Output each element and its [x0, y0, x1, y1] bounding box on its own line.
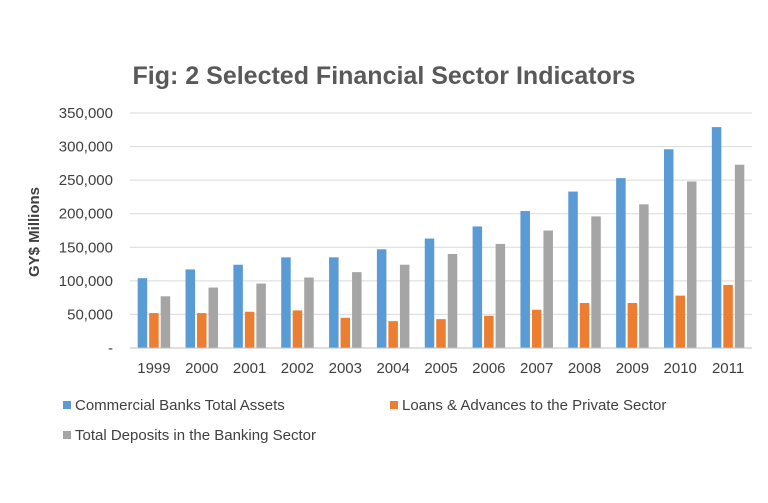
- legend-swatch: [390, 401, 398, 409]
- bar: [520, 211, 530, 348]
- legend-label: Loans & Advances to the Private Sector: [402, 397, 666, 414]
- bar: [209, 288, 219, 348]
- x-tick-label: 2003: [329, 360, 362, 377]
- bar: [448, 254, 458, 348]
- y-tick-label: 200,000: [59, 206, 113, 223]
- bar: [281, 257, 291, 348]
- x-tick-label: 2005: [424, 360, 457, 377]
- y-tick-label: -: [108, 340, 113, 357]
- bar: [735, 165, 745, 348]
- bar: [186, 269, 196, 348]
- y-axis-ticks: - 50,000 100,000 150,000 200,000 250,000 300,0…: [59, 105, 113, 357]
- x-tick-label: 2010: [664, 360, 697, 377]
- legend-swatch: [63, 401, 71, 409]
- bar: [256, 284, 266, 348]
- x-tick-label: 2008: [568, 360, 601, 377]
- bar: [484, 316, 494, 348]
- bar: [436, 319, 446, 348]
- bar: [591, 216, 601, 348]
- y-tick-label: 150,000: [59, 239, 113, 256]
- y-tick-label: 100,000: [59, 273, 113, 290]
- bar: [149, 313, 159, 348]
- bar: [687, 181, 697, 348]
- bar: [543, 231, 553, 349]
- bar: [616, 178, 626, 348]
- y-tick-label: 250,000: [59, 172, 113, 189]
- x-axis-ticks: 1999 2000 2001 2002 2003 2004 2005 2006 2007 2008…: [137, 360, 744, 377]
- bar: [425, 239, 435, 348]
- bar: [532, 310, 542, 348]
- x-tick-label: 2006: [472, 360, 505, 377]
- bar: [664, 149, 674, 348]
- legend-label: Commercial Banks Total Assets: [75, 397, 285, 414]
- legend-swatch: [63, 431, 71, 439]
- bar: [388, 321, 398, 348]
- bar: [568, 192, 578, 348]
- bar: [352, 272, 362, 348]
- chart-title: Fig: 2 Selected Financial Sector Indicat…: [133, 62, 636, 90]
- bar: [329, 257, 339, 348]
- x-tick-label: 2011: [712, 360, 744, 377]
- legend: Commercial Banks Total Assets Loans & Adv…: [63, 397, 666, 444]
- bar: [245, 312, 255, 348]
- bar: [138, 278, 148, 348]
- bar: [304, 278, 314, 349]
- gridlines: [130, 113, 752, 314]
- x-tick-label: 2000: [185, 360, 218, 377]
- x-tick-label: 2009: [616, 360, 649, 377]
- bar: [293, 310, 303, 348]
- bar: [723, 285, 733, 348]
- bar: [639, 204, 649, 348]
- y-tick-label: 300,000: [59, 139, 113, 156]
- bar: [233, 265, 243, 348]
- bar: [161, 296, 171, 348]
- bar: [675, 296, 685, 348]
- y-tick-label: 350,000: [59, 105, 113, 122]
- bar: [628, 303, 638, 348]
- x-tick-label: 2001: [233, 360, 266, 377]
- x-tick-label: 2002: [281, 360, 314, 377]
- bar: [580, 303, 590, 348]
- x-tick-label: 1999: [137, 360, 170, 377]
- y-tick-label: 50,000: [67, 306, 113, 323]
- bar: [197, 313, 207, 348]
- x-tick-label: 2004: [376, 360, 409, 377]
- x-tick-label: 2007: [520, 360, 553, 377]
- bar: [400, 265, 410, 348]
- y-axis-label: GY$ Millions: [26, 187, 43, 277]
- bar: [473, 226, 483, 348]
- bar: [496, 244, 506, 348]
- bar: [712, 127, 722, 348]
- bar: [377, 249, 387, 348]
- bar: [341, 318, 351, 348]
- legend-label: Total Deposits in the Banking Sector: [75, 427, 316, 444]
